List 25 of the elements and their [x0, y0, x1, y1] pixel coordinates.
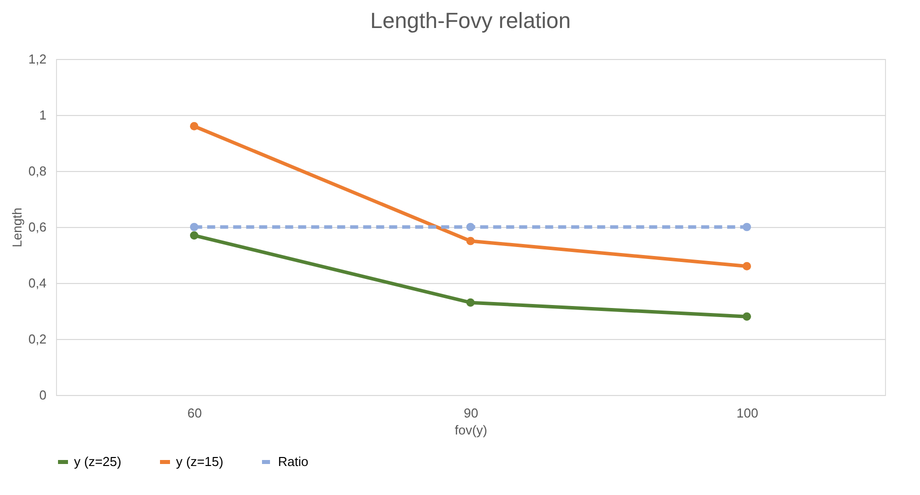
y-tick-label: 0,8	[28, 164, 46, 178]
y-tick-label: 0	[39, 388, 46, 402]
y-tick-label: 0,6	[28, 220, 46, 234]
chart-title: Length-Fovy relation	[370, 8, 571, 33]
point	[466, 236, 475, 246]
point	[190, 122, 198, 130]
y-tick-label: 0,4	[28, 276, 46, 290]
point	[742, 222, 752, 232]
x-tick-label: 60	[187, 406, 202, 420]
legend-label: y (z=25)	[74, 454, 122, 469]
point	[190, 222, 198, 232]
y-tick-label: 1	[39, 108, 46, 122]
x-tick-label: 90	[464, 406, 478, 420]
point	[742, 312, 752, 321]
legend-label: y (z=15)	[176, 454, 224, 469]
legend-label: Ratio	[278, 454, 308, 469]
y-tick-label: 1,2	[28, 52, 46, 66]
y-axis-title: Length	[9, 208, 24, 248]
x-axis-title: fov(y)	[454, 422, 488, 438]
point	[466, 298, 475, 307]
point	[466, 222, 475, 232]
y-tick-label: 0,2	[28, 332, 46, 346]
point	[190, 231, 198, 240]
point	[742, 262, 752, 270]
x-tick-label: 100	[736, 406, 758, 420]
